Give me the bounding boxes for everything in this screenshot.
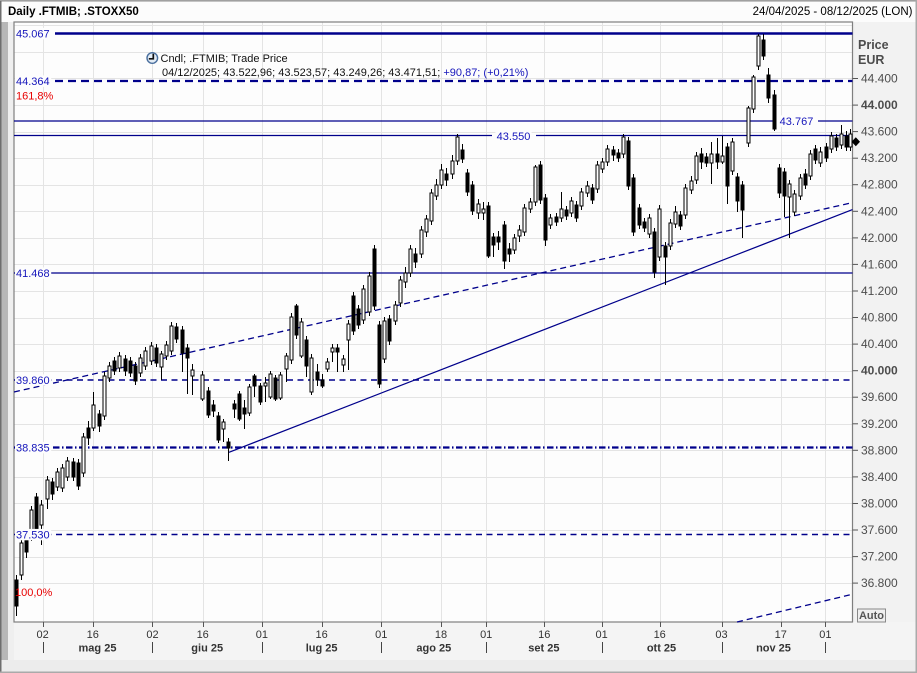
svg-text:16: 16 — [87, 629, 99, 641]
svg-text:Cndl; .FTMIB; Trade Price: Cndl; .FTMIB; Trade Price — [161, 53, 288, 65]
svg-text:02: 02 — [146, 629, 158, 641]
svg-text:43.200: 43.200 — [861, 151, 898, 165]
svg-text:36.800: 36.800 — [861, 576, 898, 590]
svg-text:nov 25: nov 25 — [756, 643, 791, 655]
svg-text:17: 17 — [775, 629, 787, 641]
svg-text:41.468: 41.468 — [16, 268, 50, 280]
svg-text:01: 01 — [375, 629, 387, 641]
svg-text:44.400: 44.400 — [861, 72, 898, 86]
svg-text:43.550: 43.550 — [497, 131, 531, 143]
svg-text:16: 16 — [197, 629, 209, 641]
svg-text:41.600: 41.600 — [861, 257, 898, 271]
svg-text:EUR: EUR — [858, 53, 884, 67]
svg-text:01: 01 — [480, 629, 492, 641]
svg-text:Price: Price — [858, 38, 889, 52]
svg-text:100,0%: 100,0% — [15, 587, 53, 599]
svg-text:40.800: 40.800 — [861, 311, 898, 325]
svg-text:ott 25: ott 25 — [647, 643, 676, 655]
svg-text:43.600: 43.600 — [861, 125, 898, 139]
svg-text:16: 16 — [654, 629, 666, 641]
svg-text:03: 03 — [715, 629, 727, 641]
svg-text:giu 25: giu 25 — [191, 643, 223, 655]
svg-text:42.400: 42.400 — [861, 204, 898, 218]
svg-text:44.000: 44.000 — [861, 98, 898, 112]
svg-text:18: 18 — [435, 629, 447, 641]
svg-text:42.800: 42.800 — [861, 178, 898, 192]
svg-text:Daily .FTMIB; .STOXX50: Daily .FTMIB; .STOXX50 — [8, 6, 139, 18]
svg-text:02: 02 — [36, 629, 48, 641]
svg-text:38.835: 38.835 — [16, 443, 50, 455]
svg-text:45.067: 45.067 — [16, 29, 50, 41]
svg-text:37.600: 37.600 — [861, 523, 898, 537]
svg-text:37.530: 37.530 — [16, 530, 50, 542]
svg-text:39.600: 39.600 — [861, 390, 898, 404]
svg-text:40.400: 40.400 — [861, 337, 898, 351]
svg-text:set 25: set 25 — [528, 643, 559, 655]
svg-text:38.400: 38.400 — [861, 470, 898, 484]
svg-text:38.000: 38.000 — [861, 497, 898, 511]
svg-text:40.000: 40.000 — [861, 364, 898, 378]
svg-text:38.800: 38.800 — [861, 443, 898, 457]
svg-text:24/04/2025 - 08/12/2025 (LON): 24/04/2025 - 08/12/2025 (LON) — [753, 6, 913, 18]
svg-text:44.364: 44.364 — [16, 76, 50, 88]
svg-text:01: 01 — [256, 629, 268, 641]
svg-text:43.767: 43.767 — [780, 116, 814, 128]
svg-text:37.200: 37.200 — [861, 550, 898, 564]
svg-text:161,8%: 161,8% — [16, 91, 54, 103]
svg-text:01: 01 — [819, 629, 831, 641]
svg-text:16: 16 — [315, 629, 327, 641]
svg-text:lug 25: lug 25 — [306, 643, 338, 655]
svg-text:16: 16 — [538, 629, 550, 641]
svg-text:Auto: Auto — [859, 610, 884, 622]
svg-text:04/12/2025; 43.522,96; 43.523,: 04/12/2025; 43.522,96; 43.523,57; 43.249… — [162, 67, 528, 79]
svg-text:39.860: 39.860 — [16, 375, 50, 387]
svg-text:41.200: 41.200 — [861, 284, 898, 298]
svg-text:01: 01 — [595, 629, 607, 641]
svg-text:42.000: 42.000 — [861, 231, 898, 245]
svg-text:mag 25: mag 25 — [79, 643, 117, 655]
svg-text:39.200: 39.200 — [861, 417, 898, 431]
svg-text:ago 25: ago 25 — [416, 643, 451, 655]
